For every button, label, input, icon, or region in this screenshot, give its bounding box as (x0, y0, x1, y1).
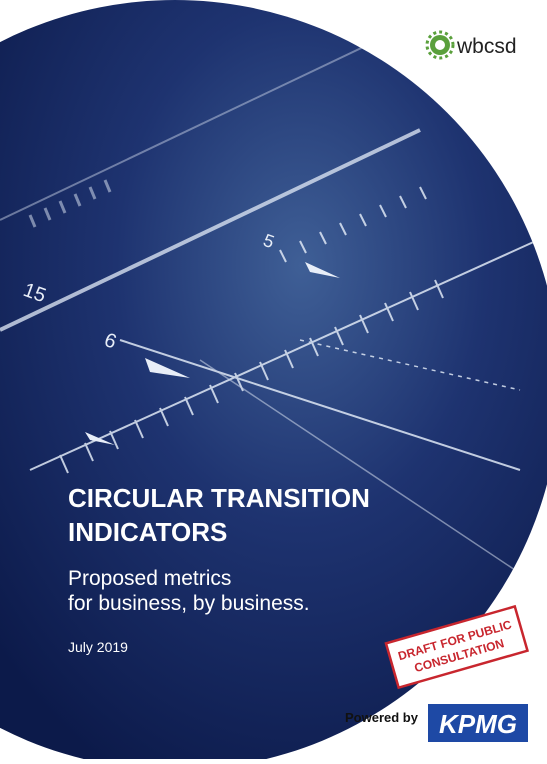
title-line: CIRCULAR TRANSITION (68, 483, 370, 513)
cover: 15 5 6 wbcsd CIRCULAR TRANSITION INDICAT… (0, 0, 547, 759)
powered-by: Powered by (345, 710, 419, 725)
logo-icon-center (435, 40, 445, 50)
subtitle-line: Proposed metrics (68, 567, 231, 590)
subtitle-line: for business, by business. (68, 592, 310, 615)
title-line: INDICATORS (68, 517, 227, 547)
logo-text: wbcsd (456, 35, 517, 58)
brand: KPMG (439, 709, 517, 739)
logo: wbcsd (427, 32, 517, 58)
date: July 2019 (68, 639, 128, 655)
